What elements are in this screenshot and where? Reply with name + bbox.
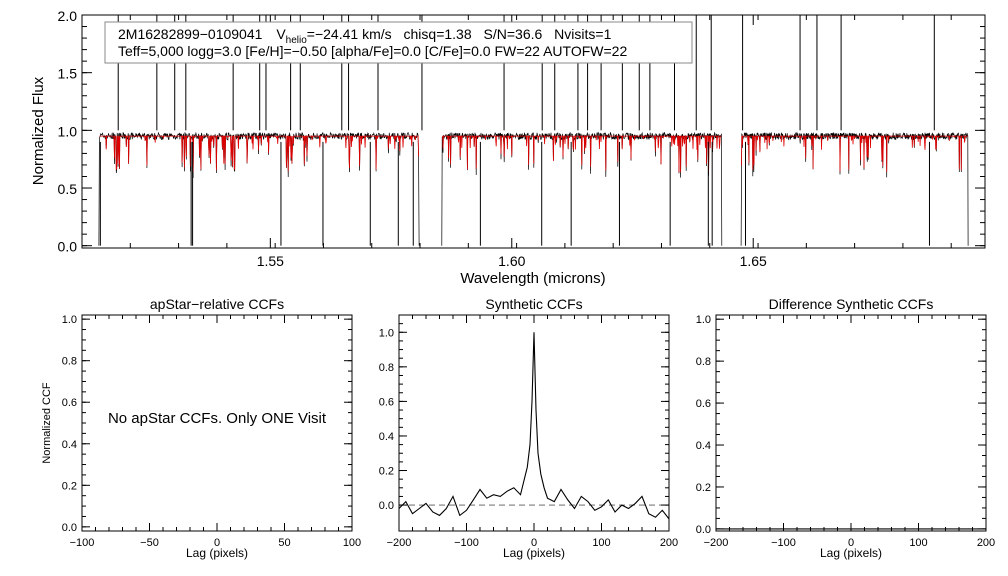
spectrum-xlabel: Wavelength (microns) bbox=[460, 270, 605, 287]
synthetic-ccf-title: Synthetic CCFs bbox=[485, 296, 582, 312]
x-tick-label: 50 bbox=[278, 537, 290, 549]
x-tick-label: 100 bbox=[592, 537, 610, 549]
y-tick-label: 0.2 bbox=[62, 480, 77, 492]
apstar-ccf-panel: apStar−relative CCFs −100 −50 0 50 100 0.0 0.2… bbox=[41, 296, 361, 560]
vhelio-value: =−24.41 km/s bbox=[307, 26, 392, 42]
x-tick-label: −100 bbox=[70, 537, 95, 549]
x-tick-label: 100 bbox=[909, 537, 927, 549]
y-tick-label: 0.8 bbox=[379, 362, 394, 374]
apstar-ccf-title: apStar−relative CCFs bbox=[150, 296, 284, 312]
y-tick-label: 0.8 bbox=[696, 356, 711, 368]
y-tick-label: 1.0 bbox=[379, 327, 394, 339]
observed-spectrum-line bbox=[98, 131, 420, 246]
synthetic-ccf-series-group bbox=[398, 332, 670, 520]
info-line-2: Teff=5,000 logg=3.0 [Fe/H]=−0.50 [alpha/… bbox=[118, 43, 627, 59]
x-tick-label: 0 bbox=[531, 537, 537, 549]
y-tick-label: 1.0 bbox=[62, 314, 77, 326]
y-tick-label: 0.4 bbox=[696, 440, 711, 452]
spectrum-plot-frame bbox=[81, 14, 986, 249]
x-tick-label: −200 bbox=[387, 537, 412, 549]
apstar-ccf-ylabel: Normalized CCF bbox=[41, 382, 53, 464]
apstar-ccf-xlabel: Lag (pixels) bbox=[186, 546, 248, 560]
x-tick-label: 1.65 bbox=[740, 253, 767, 269]
no-ccf-note: No apStar CCFs. Only ONE Visit bbox=[108, 410, 327, 427]
y-tick-label: 0.0 bbox=[62, 522, 77, 534]
y-tick-label: 0.2 bbox=[379, 466, 394, 478]
synthetic-ccf-xlabel: Lag (pixels) bbox=[503, 546, 565, 560]
model-spectrum-line bbox=[99, 135, 419, 172]
x-tick-label: −100 bbox=[454, 537, 479, 549]
vhelio-subscript: helio bbox=[286, 35, 308, 46]
y-tick-label: 0.4 bbox=[62, 439, 77, 451]
x-tick-label: −50 bbox=[140, 537, 159, 549]
model-spectrum-line bbox=[741, 135, 968, 173]
star-id: 2M16282899−0109041 bbox=[118, 26, 263, 42]
nvisits-value: Nvisits=1 bbox=[554, 26, 611, 42]
x-tick-label: 1.60 bbox=[498, 253, 525, 269]
synthetic-ccf-panel: Synthetic CCFs −200 −100 0 100 200 0.0 0.2 0.4 0… bbox=[379, 296, 678, 560]
info-line-1: 2M16282899−0109041 Vhelio=−24.41 km/s ch… bbox=[118, 26, 612, 46]
y-tick-label: 0.6 bbox=[62, 397, 77, 409]
x-tick-label: −100 bbox=[771, 537, 796, 549]
x-tick-label: 0 bbox=[848, 537, 854, 549]
difference-ccf-frame bbox=[715, 314, 987, 532]
y-tick-label: 0.2 bbox=[696, 482, 711, 494]
snr-value: S/N=36.6 bbox=[484, 26, 543, 42]
ccf-line bbox=[398, 332, 670, 520]
y-tick-label: 0.0 bbox=[379, 500, 394, 512]
x-tick-label: 100 bbox=[343, 537, 361, 549]
spectrum-panel: 1.55 1.60 1.65 0.0 0.5 1.0 1.5 2.0 Wavelength (… bbox=[30, 8, 986, 287]
difference-ccf-title: Difference Synthetic CCFs bbox=[769, 296, 934, 312]
difference-ccf-xlabel: Lag (pixels) bbox=[820, 546, 882, 560]
y-tick-label: 1.0 bbox=[58, 123, 78, 139]
y-tick-label: 0.4 bbox=[379, 431, 394, 443]
info-box bbox=[104, 21, 693, 64]
y-tick-label: 0.6 bbox=[379, 396, 394, 408]
y-tick-label: 0.0 bbox=[696, 524, 711, 536]
x-tick-label: 200 bbox=[660, 537, 678, 549]
difference-ccf-ticks: −200 −100 0 100 200 0.0 0.2 0.4 0.6 0.8 1.0 bbox=[696, 314, 995, 549]
synthetic-ccf-ticks: −200 −100 0 100 200 0.0 0.2 0.4 0.6 0.8 1.0 bbox=[379, 314, 678, 549]
model-spectrum-line bbox=[442, 135, 722, 173]
x-tick-label: −200 bbox=[704, 537, 729, 549]
y-tick-label: 2.0 bbox=[58, 8, 78, 24]
difference-ccf-panel: Difference Synthetic CCFs −200 −100 0 100 20… bbox=[696, 296, 995, 560]
spectrum-ylabel: Normalized Flux bbox=[30, 76, 47, 185]
y-tick-label: 1.0 bbox=[696, 314, 711, 326]
x-tick-label: 200 bbox=[977, 537, 995, 549]
apstar-ccf-ticks: −100 −50 0 50 100 0.0 0.2 0.4 0.6 0.8 1.0 bbox=[62, 314, 361, 549]
y-tick-label: 1.5 bbox=[58, 66, 78, 82]
x-tick-label: 1.55 bbox=[257, 253, 284, 269]
y-tick-label: 0.6 bbox=[696, 398, 711, 410]
y-tick-label: 0.5 bbox=[58, 181, 78, 197]
y-tick-label: 0.0 bbox=[58, 239, 78, 255]
observed-spectrum-line bbox=[740, 131, 969, 246]
x-tick-label: 0 bbox=[214, 537, 220, 549]
y-tick-label: 0.8 bbox=[62, 356, 77, 368]
spectrum-ticks: 1.55 1.60 1.65 0.0 0.5 1.0 1.5 2.0 bbox=[58, 8, 985, 269]
vhelio-prefix: V bbox=[276, 26, 286, 42]
chisq-value: chisq=1.38 bbox=[404, 26, 472, 42]
